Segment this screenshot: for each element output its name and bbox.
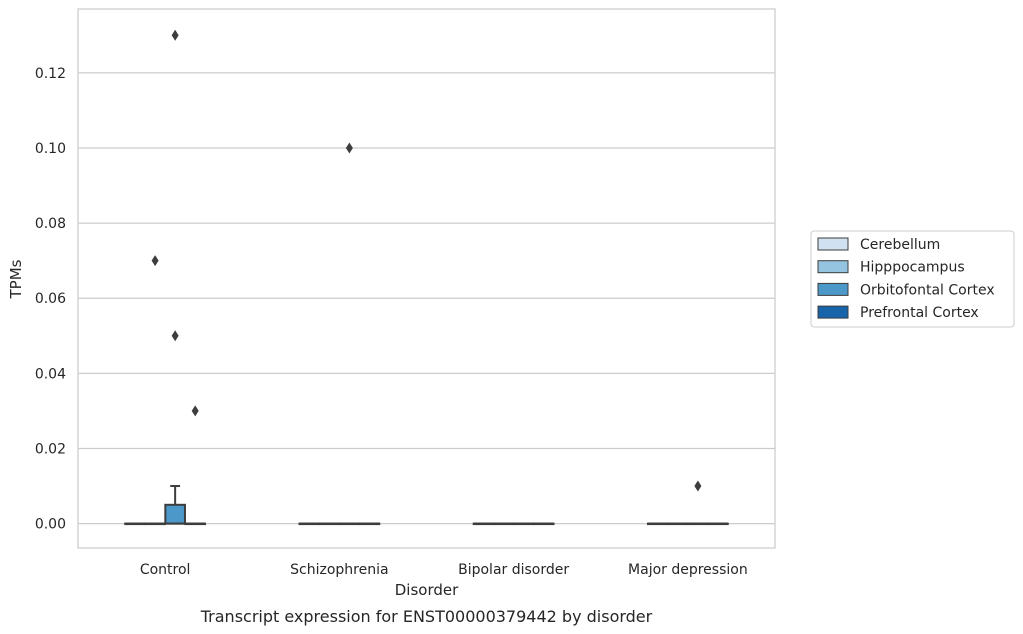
outlier-point [694,480,702,492]
y-tick-labels: 0.00 0.02 0.04 0.06 0.08 0.10 0.12 [35,66,66,533]
box-series-layer [124,485,729,526]
box-iqr [164,503,186,525]
box-cerebellum [298,522,321,526]
y-axis-label: TPMs [7,259,25,299]
plot-background [78,9,775,548]
box-hipppocampus [492,522,515,526]
outlier-point [171,330,179,342]
box-orbitofontal-cortex [687,522,709,526]
box-hipppocampus [144,522,166,526]
legend-frame [810,230,1015,328]
x-tick-label: Major depression [628,562,748,578]
x-tick-label: Bipolar disorder [458,562,569,578]
outlier-point [151,255,159,267]
y-tick-label: 0.10 [35,141,66,157]
outlier-point [345,142,353,154]
box-prefrontal-cortex [707,522,729,526]
y-tick-label: 0.04 [35,366,66,382]
box-prefrontal-cortex [358,522,381,526]
legend: Cerebellum Hipppocampus Orbitofontal Corte… [810,230,1015,328]
box-orbitofontal-cortex [338,522,361,526]
box-cerebellum [124,522,146,526]
box-prefrontal-cortex [532,522,555,526]
box-orbitofontal-cortex [512,522,535,526]
legend-label: Prefrontal Cortex [860,305,979,321]
x-tick-labels: Control Schizophrenia Bipolar disorder Majo… [140,562,748,578]
x-tick-label: Control [140,562,191,578]
y-tick-label: 0.08 [35,216,66,232]
outlier-layer [151,29,702,492]
legend-swatch [817,260,849,274]
box-cerebellum [472,522,495,526]
box-hipppocampus [318,522,341,526]
legend-swatch [817,237,849,251]
outlier-point [171,29,179,41]
box-hipppocampus [667,522,689,526]
grid-lines [78,72,775,525]
y-tick-label: 0.12 [35,66,66,82]
legend-label: Cerebellum [860,237,940,253]
y-tick-label: 0.00 [35,517,66,533]
y-tick-label: 0.02 [35,441,66,457]
legend-swatch [817,305,849,319]
legend-label: Orbitofontal Cortex [860,282,995,298]
legend-label: Hipppocampus [860,260,965,276]
y-tick-label: 0.06 [35,291,66,307]
box-prefrontal-cortex [184,522,207,526]
outlier-point [191,405,199,417]
box-orbitofontal-cortex [164,485,186,525]
chart-caption: Transcript expression for ENST0000037944… [200,607,653,626]
x-tick-label: Schizophrenia [290,562,388,578]
box-cerebellum [646,522,669,526]
legend-swatch [817,282,849,296]
plot-frame [77,8,776,549]
x-axis-label: Disorder [395,581,459,599]
